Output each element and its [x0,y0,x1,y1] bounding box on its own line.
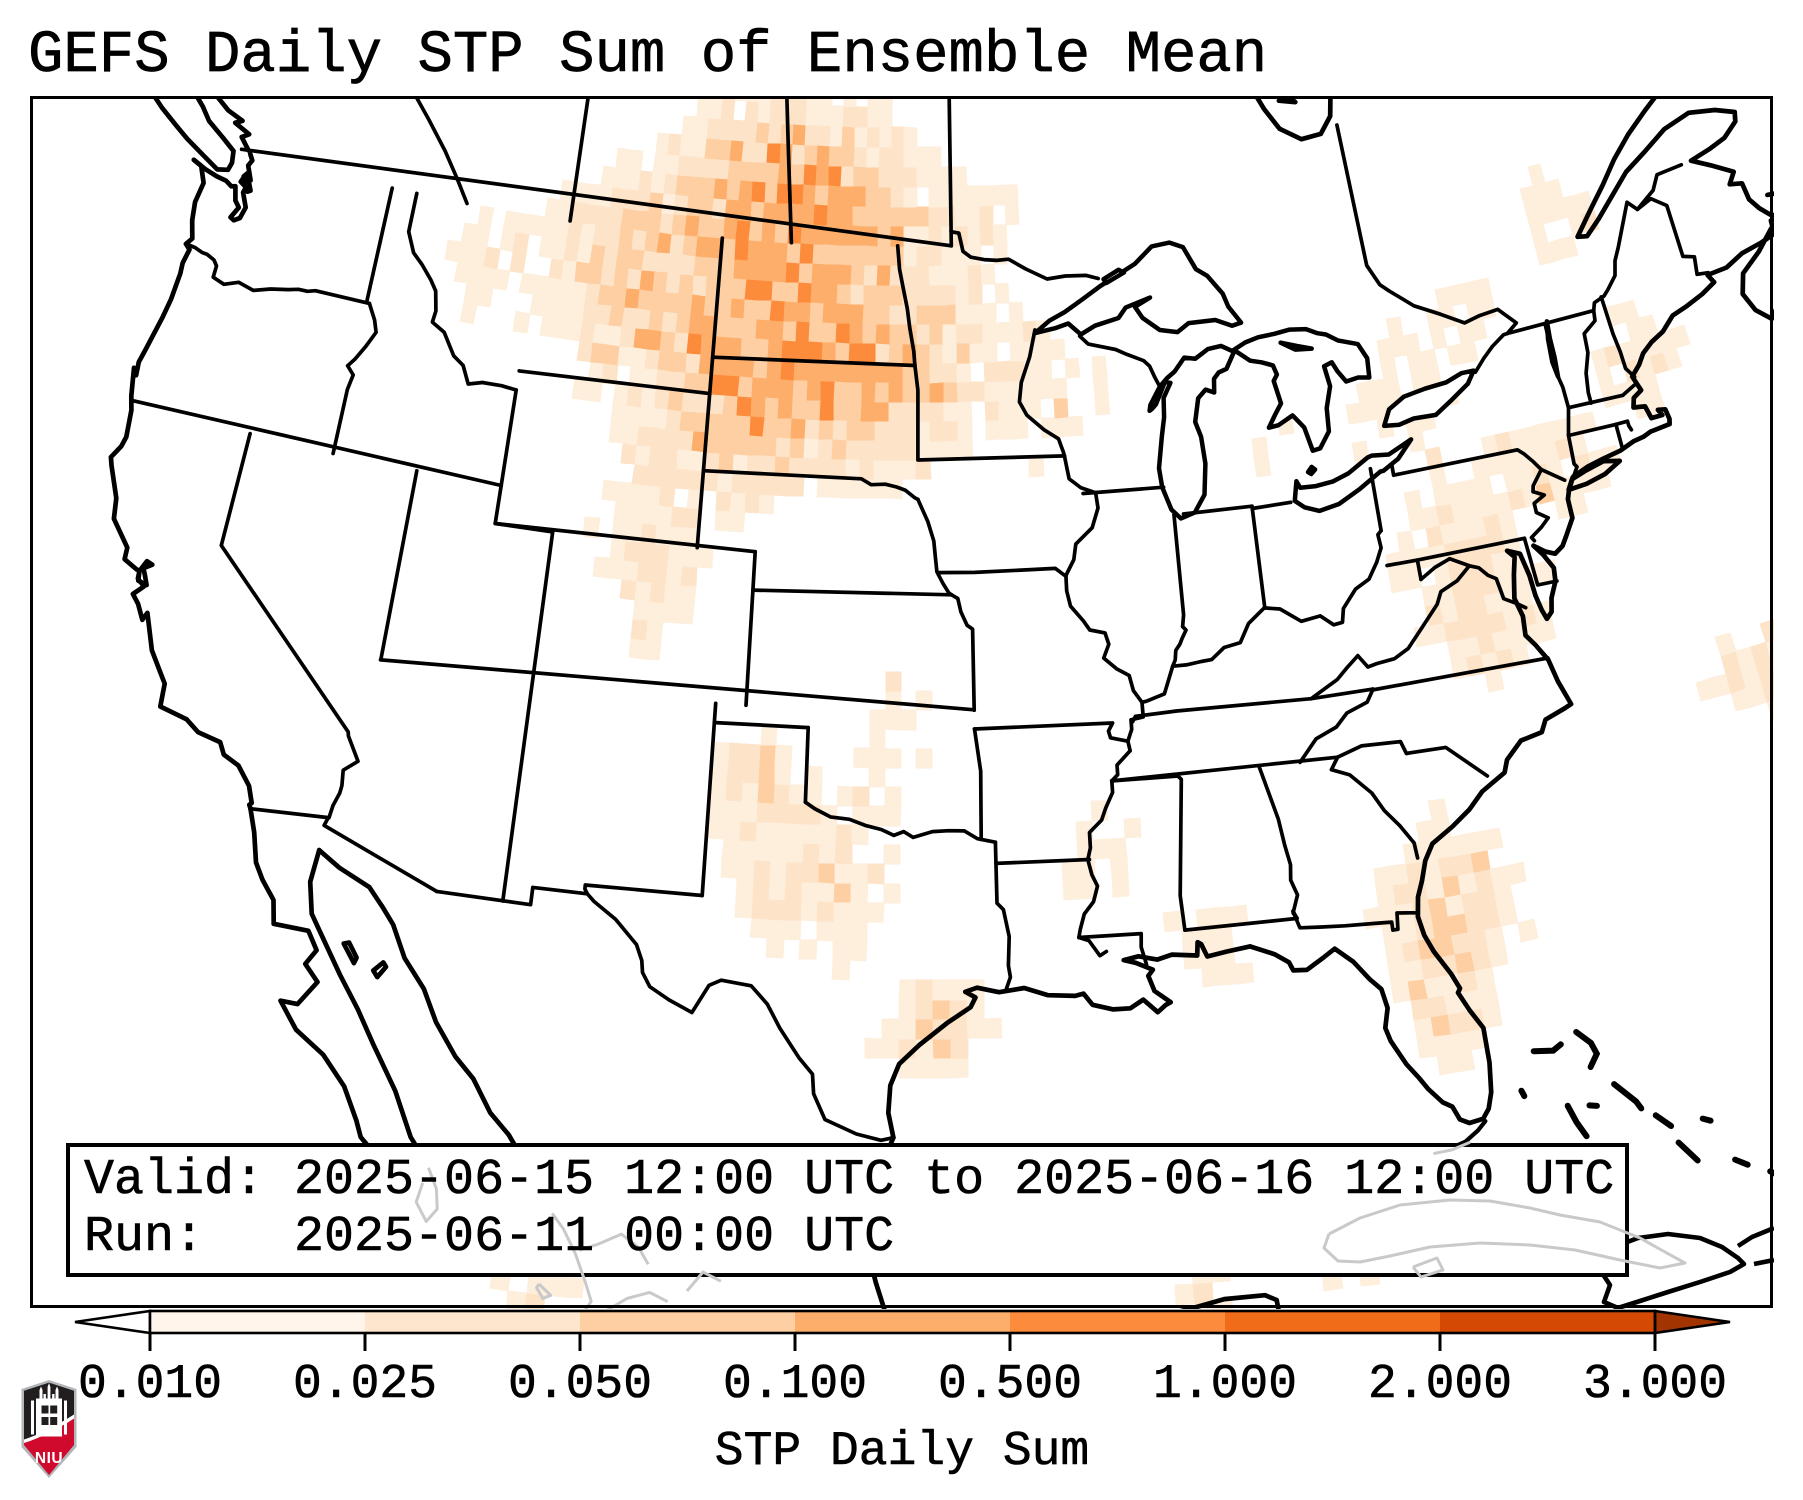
svg-text:0.100: 0.100 [723,1358,867,1412]
svg-text:0.500: 0.500 [938,1358,1082,1412]
svg-text:3.000: 3.000 [1583,1358,1727,1412]
svg-text:0.050: 0.050 [508,1358,652,1412]
svg-text:2.000: 2.000 [1368,1358,1512,1412]
svg-text:0.025: 0.025 [293,1358,437,1412]
svg-text:STP Daily Sum: STP Daily Sum [715,1425,1089,1479]
svg-text:1.000: 1.000 [1153,1358,1297,1412]
svg-text:NIU: NIU [35,1450,63,1467]
svg-text:0.010: 0.010 [78,1358,222,1412]
